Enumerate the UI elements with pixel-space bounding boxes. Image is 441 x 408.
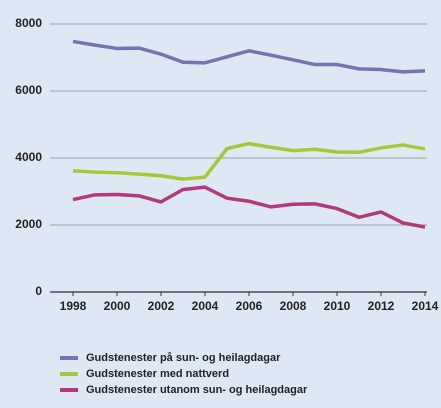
x-tick-label: 2012 [368,299,395,313]
legend-label: Gudstenester med nattverd [86,368,229,380]
x-tick-label: 2006 [236,299,263,313]
x-tick-label: 2008 [280,299,307,313]
x-tick-label: 2004 [192,299,219,313]
y-tick-label: 4000 [15,150,42,164]
y-tick-label: 6000 [15,83,42,97]
series-line [72,141,426,181]
series-line [72,39,426,74]
legend-label: Gudstenester på sun- og heilagdagar [86,352,281,364]
y-tick-label: 0 [35,284,42,298]
legend-label: Gudstenester utanom sun- og heilagdagar [86,384,308,396]
x-tick-label: 2010 [324,299,351,313]
y-tick-label: 8000 [15,16,42,30]
x-tick-label: 2014 [412,299,439,313]
y-tick-label: 2000 [15,217,42,231]
x-tick-label: 2000 [104,299,131,313]
x-tick-label: 1998 [60,299,87,313]
x-tick-label: 2002 [148,299,175,313]
series-line [72,185,426,229]
